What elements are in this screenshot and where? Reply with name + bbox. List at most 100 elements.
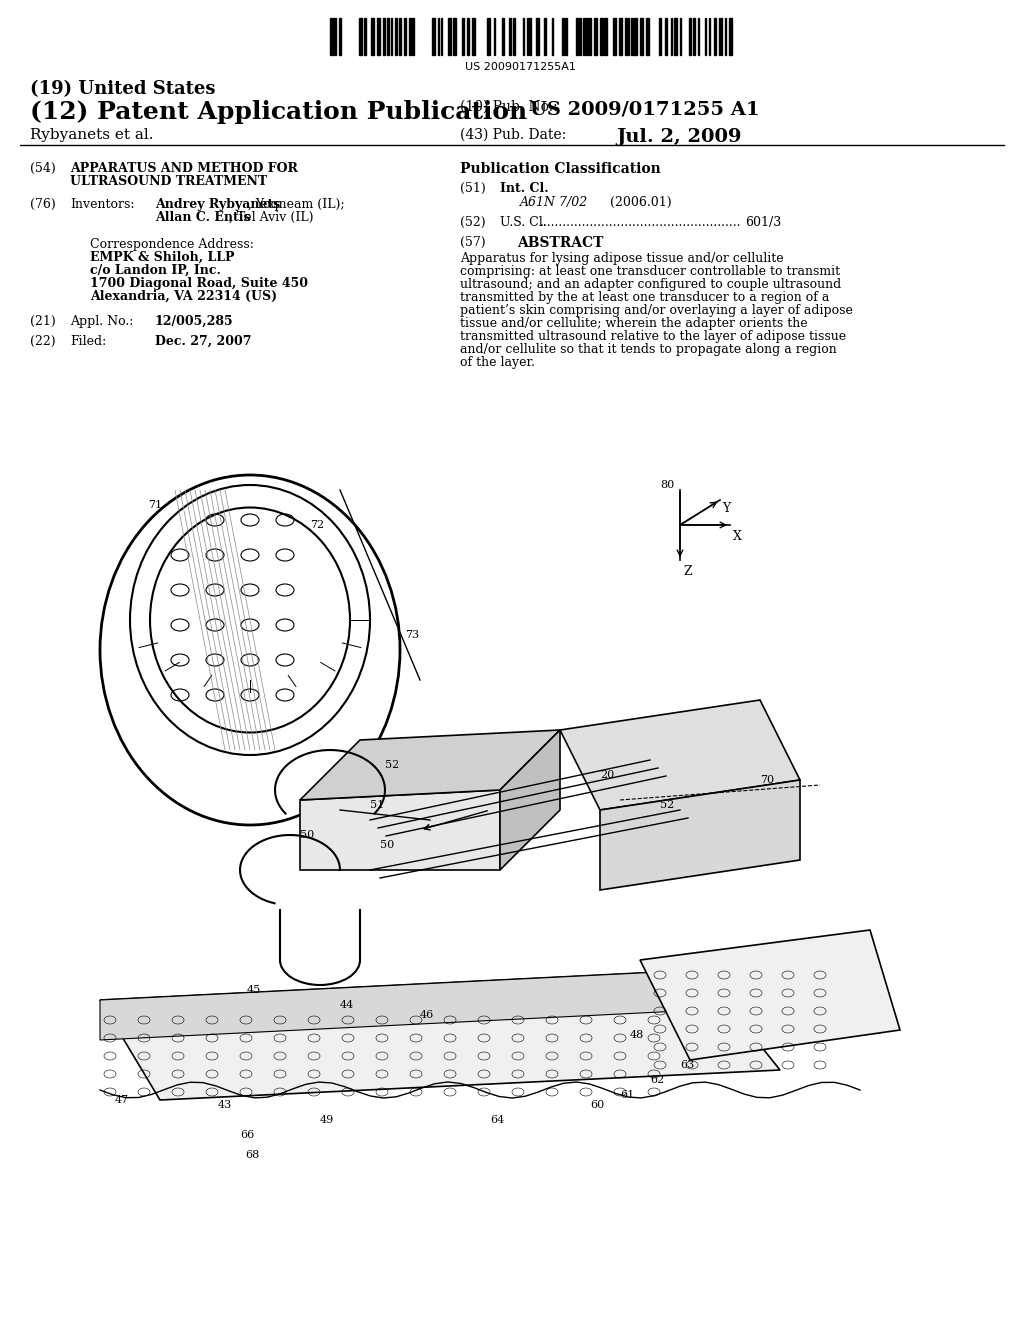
Text: 50: 50: [380, 840, 394, 850]
Text: 52: 52: [385, 760, 399, 770]
Text: 51: 51: [370, 800, 384, 810]
Text: Filed:: Filed:: [70, 335, 106, 348]
Polygon shape: [560, 700, 800, 810]
Bar: [332, 18, 334, 55]
Text: Inventors:: Inventors:: [70, 198, 134, 211]
Text: 62: 62: [650, 1074, 665, 1085]
Bar: [432, 18, 435, 55]
Text: 66: 66: [240, 1130, 254, 1140]
Text: (51): (51): [460, 182, 485, 195]
Bar: [646, 18, 649, 55]
Text: 80: 80: [660, 480, 674, 490]
Bar: [339, 18, 341, 55]
Bar: [659, 18, 662, 55]
Bar: [585, 18, 587, 55]
Text: , Tel Aviv (IL): , Tel Aviv (IL): [229, 211, 313, 224]
Polygon shape: [100, 970, 780, 1100]
Text: 71: 71: [148, 500, 162, 510]
Text: 60: 60: [590, 1100, 604, 1110]
Bar: [631, 18, 633, 55]
Text: (57): (57): [460, 236, 485, 249]
Bar: [674, 18, 677, 55]
Bar: [409, 18, 411, 55]
Bar: [364, 18, 366, 55]
Bar: [562, 18, 564, 55]
Text: US 20090171255A1: US 20090171255A1: [465, 62, 575, 73]
Bar: [693, 18, 695, 55]
Bar: [467, 18, 469, 55]
Text: Int. Cl.: Int. Cl.: [500, 182, 549, 195]
Bar: [729, 18, 732, 55]
Text: , Yoqneam (IL);: , Yoqneam (IL);: [248, 198, 345, 211]
Text: (2006.01): (2006.01): [610, 195, 672, 209]
Text: EMPK & Shiloh, LLP: EMPK & Shiloh, LLP: [90, 251, 234, 264]
Bar: [544, 18, 546, 55]
Text: (54): (54): [30, 162, 55, 176]
Text: 64: 64: [490, 1115, 504, 1125]
Bar: [689, 18, 691, 55]
Text: (22): (22): [30, 335, 55, 348]
Bar: [588, 18, 591, 55]
Bar: [613, 18, 616, 55]
Text: 70: 70: [760, 775, 774, 785]
Text: 50: 50: [300, 830, 314, 840]
Text: of the layer.: of the layer.: [460, 356, 535, 370]
Bar: [513, 18, 515, 55]
Text: 45: 45: [247, 985, 261, 995]
Text: (21): (21): [30, 315, 55, 327]
Text: (19) United States: (19) United States: [30, 81, 215, 98]
Bar: [371, 18, 374, 55]
Text: transmitted by the at least one transducer to a region of a: transmitted by the at least one transduc…: [460, 290, 829, 304]
Text: 72: 72: [310, 520, 325, 531]
Bar: [714, 18, 716, 55]
Bar: [600, 18, 603, 55]
Bar: [404, 18, 406, 55]
Bar: [665, 18, 667, 55]
Text: X: X: [733, 531, 741, 543]
Text: 73: 73: [406, 630, 419, 640]
Text: 46: 46: [420, 1010, 434, 1020]
Text: APPARATUS AND METHOD FOR: APPARATUS AND METHOD FOR: [70, 162, 298, 176]
Text: (12) Patent Application Publication: (12) Patent Application Publication: [30, 100, 527, 124]
Bar: [449, 18, 451, 55]
Text: ....................................................: ........................................…: [540, 216, 741, 228]
Text: (43) Pub. Date:: (43) Pub. Date:: [460, 128, 566, 143]
Text: Appl. No.:: Appl. No.:: [70, 315, 133, 327]
Text: Rybyanets et al.: Rybyanets et al.: [30, 128, 154, 143]
Text: ULTRASOUND TREATMENT: ULTRASOUND TREATMENT: [70, 176, 267, 187]
Bar: [575, 18, 578, 55]
Text: Z: Z: [683, 565, 691, 578]
Text: ABSTRACT: ABSTRACT: [517, 236, 603, 249]
Text: Publication Classification: Publication Classification: [460, 162, 660, 176]
Text: U.S. Cl.: U.S. Cl.: [500, 216, 547, 228]
Bar: [395, 18, 397, 55]
Text: (10) Pub. No.:: (10) Pub. No.:: [460, 100, 558, 114]
Text: 63: 63: [680, 1060, 694, 1071]
Text: tissue and/or cellulite; wherein the adapter orients the: tissue and/or cellulite; wherein the ada…: [460, 317, 808, 330]
Bar: [509, 18, 511, 55]
Bar: [387, 18, 389, 55]
Bar: [529, 18, 531, 55]
Polygon shape: [100, 970, 700, 1040]
Text: 49: 49: [319, 1115, 334, 1125]
Bar: [634, 18, 637, 55]
Bar: [377, 18, 380, 55]
Bar: [565, 18, 567, 55]
Text: Jul. 2, 2009: Jul. 2, 2009: [616, 128, 741, 147]
Text: Allan C. Entis: Allan C. Entis: [155, 211, 251, 224]
Bar: [412, 18, 414, 55]
Bar: [604, 18, 607, 55]
Bar: [383, 18, 385, 55]
Text: 20: 20: [600, 770, 614, 780]
Text: 1700 Diagonal Road, Suite 450: 1700 Diagonal Road, Suite 450: [90, 277, 308, 290]
Bar: [618, 18, 622, 55]
Text: 601/3: 601/3: [745, 216, 781, 228]
Text: comprising: at least one transducer controllable to transmit: comprising: at least one transducer cont…: [460, 265, 840, 279]
Text: and/or cellulite so that it tends to propagate along a region: and/or cellulite so that it tends to pro…: [460, 343, 837, 356]
Text: 44: 44: [340, 1001, 354, 1010]
Polygon shape: [500, 730, 560, 870]
Bar: [453, 18, 456, 55]
Polygon shape: [300, 730, 560, 800]
Bar: [462, 18, 464, 55]
Bar: [359, 18, 362, 55]
